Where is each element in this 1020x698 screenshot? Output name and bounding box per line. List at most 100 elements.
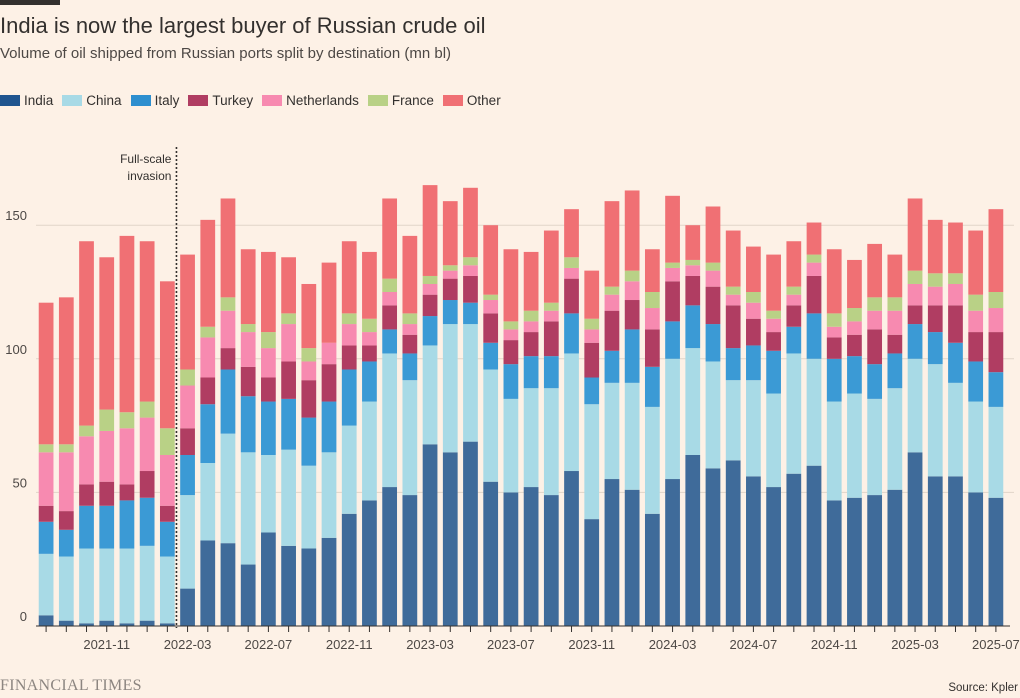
bar-other-2025-07 — [988, 209, 1004, 292]
bar-turkey-2024-01 — [624, 300, 640, 330]
bar-india-2022-09 — [301, 548, 317, 626]
bar-france-2023-06 — [483, 294, 499, 301]
legend-item-italy: Italy — [130, 93, 179, 108]
x-tick-label: 2021-11 — [83, 637, 130, 652]
bar-other-2025-04 — [927, 219, 943, 274]
bar-other-2023-06 — [483, 225, 499, 295]
bar-other-2022-12 — [362, 251, 377, 319]
bar-italy-2023-01 — [382, 329, 398, 354]
bar-italy-2021-08 — [38, 521, 54, 554]
bar-other-2022-11 — [341, 241, 357, 314]
bar-turkey-2023-11 — [584, 342, 600, 378]
bar-netherlands-2024-05 — [705, 270, 721, 287]
bar-france-2024-08 — [766, 310, 781, 319]
bar-turkey-2023-03 — [422, 294, 438, 317]
bar-other-2023-01 — [382, 198, 398, 279]
bar-india-2021-08 — [38, 615, 54, 626]
bar-italy-2023-08 — [523, 356, 539, 389]
bar-china-2025-03 — [907, 358, 923, 453]
bar-france-2025-03 — [907, 270, 923, 284]
bar-france-2022-08 — [281, 313, 296, 325]
y-tick-label: 100 — [5, 342, 27, 357]
bar-france-2021-10 — [79, 425, 94, 437]
bar-turkey-2022-02 — [159, 505, 175, 522]
bar-other-2023-02 — [402, 235, 418, 314]
bar-italy-2023-09 — [543, 356, 559, 389]
bar-china-2024-11 — [826, 401, 842, 501]
legend-swatch-other — [442, 95, 463, 106]
bar-india-2024-06 — [725, 460, 741, 626]
legend-swatch-netherlands — [262, 95, 283, 106]
bar-france-2022-01 — [139, 401, 155, 418]
bar-turkey-2021-09 — [58, 511, 74, 530]
bar-italy-2025-06 — [968, 361, 984, 402]
bar-other-2022-03 — [180, 254, 195, 370]
bar-other-2023-07 — [503, 249, 519, 322]
bar-china-2022-11 — [341, 425, 357, 514]
bar-china-2024-01 — [624, 382, 640, 490]
bar-france-2023-02 — [402, 313, 418, 325]
bar-turkey-2022-11 — [341, 345, 357, 370]
bar-france-2022-12 — [362, 318, 377, 333]
bar-india-2023-08 — [523, 487, 539, 626]
bar-turkey-2022-08 — [281, 361, 296, 399]
bar-italy-2021-11 — [99, 505, 115, 549]
bar-china-2022-06 — [240, 452, 256, 565]
bar-india-2022-08 — [281, 545, 296, 626]
bar-india-2024-09 — [786, 473, 802, 626]
bar-other-2021-11 — [99, 257, 115, 410]
bar-other-2022-05 — [220, 198, 236, 298]
bar-netherlands-2023-01 — [382, 292, 398, 306]
bar-turkey-2021-10 — [79, 484, 94, 506]
bar-italy-2023-04 — [442, 300, 458, 325]
bar-india-2021-10 — [79, 623, 94, 626]
bar-netherlands-2024-11 — [826, 326, 842, 338]
bar-turkey-2021-08 — [38, 505, 54, 522]
bar-china-2022-09 — [301, 465, 317, 549]
bar-other-2025-02 — [887, 254, 903, 298]
bar-netherlands-2024-03 — [665, 267, 680, 282]
bar-netherlands-2023-07 — [503, 329, 519, 341]
bar-italy-2024-07 — [746, 345, 761, 381]
bar-netherlands-2022-09 — [301, 361, 317, 381]
bar-italy-2025-01 — [867, 364, 883, 399]
x-tick-label: 2024-07 — [730, 637, 778, 652]
bar-turkey-2023-01 — [382, 305, 398, 330]
bar-netherlands-2021-12 — [119, 428, 135, 485]
bar-china-2023-09 — [543, 388, 559, 496]
bar-italy-2025-04 — [927, 332, 943, 365]
bar-netherlands-2023-08 — [523, 321, 539, 333]
bar-india-2022-10 — [321, 537, 337, 626]
bar-turkey-2024-04 — [685, 275, 701, 306]
bar-netherlands-2025-04 — [927, 286, 943, 306]
legend-swatch-italy — [130, 95, 151, 106]
y-tick-label: 0 — [20, 609, 27, 624]
bar-turkey-2024-05 — [705, 286, 721, 325]
bar-france-2022-11 — [341, 313, 357, 325]
bar-italy-2022-04 — [200, 404, 216, 463]
bar-france-2023-05 — [463, 257, 478, 266]
bar-china-2024-06 — [725, 380, 741, 461]
bar-italy-2025-05 — [948, 342, 963, 383]
bar-france-2023-11 — [584, 318, 600, 330]
bar-turkey-2024-12 — [847, 334, 862, 357]
ft-brand-logo: FINANCIAL TIMES — [0, 677, 142, 694]
bar-china-2022-10 — [321, 452, 337, 538]
bar-france-2024-01 — [624, 270, 640, 282]
bar-netherlands-2022-11 — [341, 324, 357, 346]
bar-india-2024-08 — [766, 487, 781, 626]
bar-italy-2024-06 — [725, 348, 741, 381]
bar-other-2024-03 — [665, 195, 680, 263]
bar-india-2025-01 — [867, 495, 883, 626]
bar-turkey-2023-07 — [503, 340, 519, 365]
bar-italy-2023-06 — [483, 342, 499, 370]
bar-netherlands-2023-02 — [402, 324, 418, 335]
bar-china-2024-03 — [665, 358, 680, 480]
bar-india-2022-01 — [139, 620, 155, 626]
invasion-annotation-text: Full-scale — [120, 152, 172, 166]
bar-italy-2024-11 — [826, 358, 842, 402]
x-tick-label: 2025-07 — [972, 637, 1020, 652]
x-tick-label: 2025-03 — [891, 637, 939, 652]
bar-other-2022-01 — [139, 241, 155, 402]
bar-turkey-2022-10 — [321, 364, 337, 402]
